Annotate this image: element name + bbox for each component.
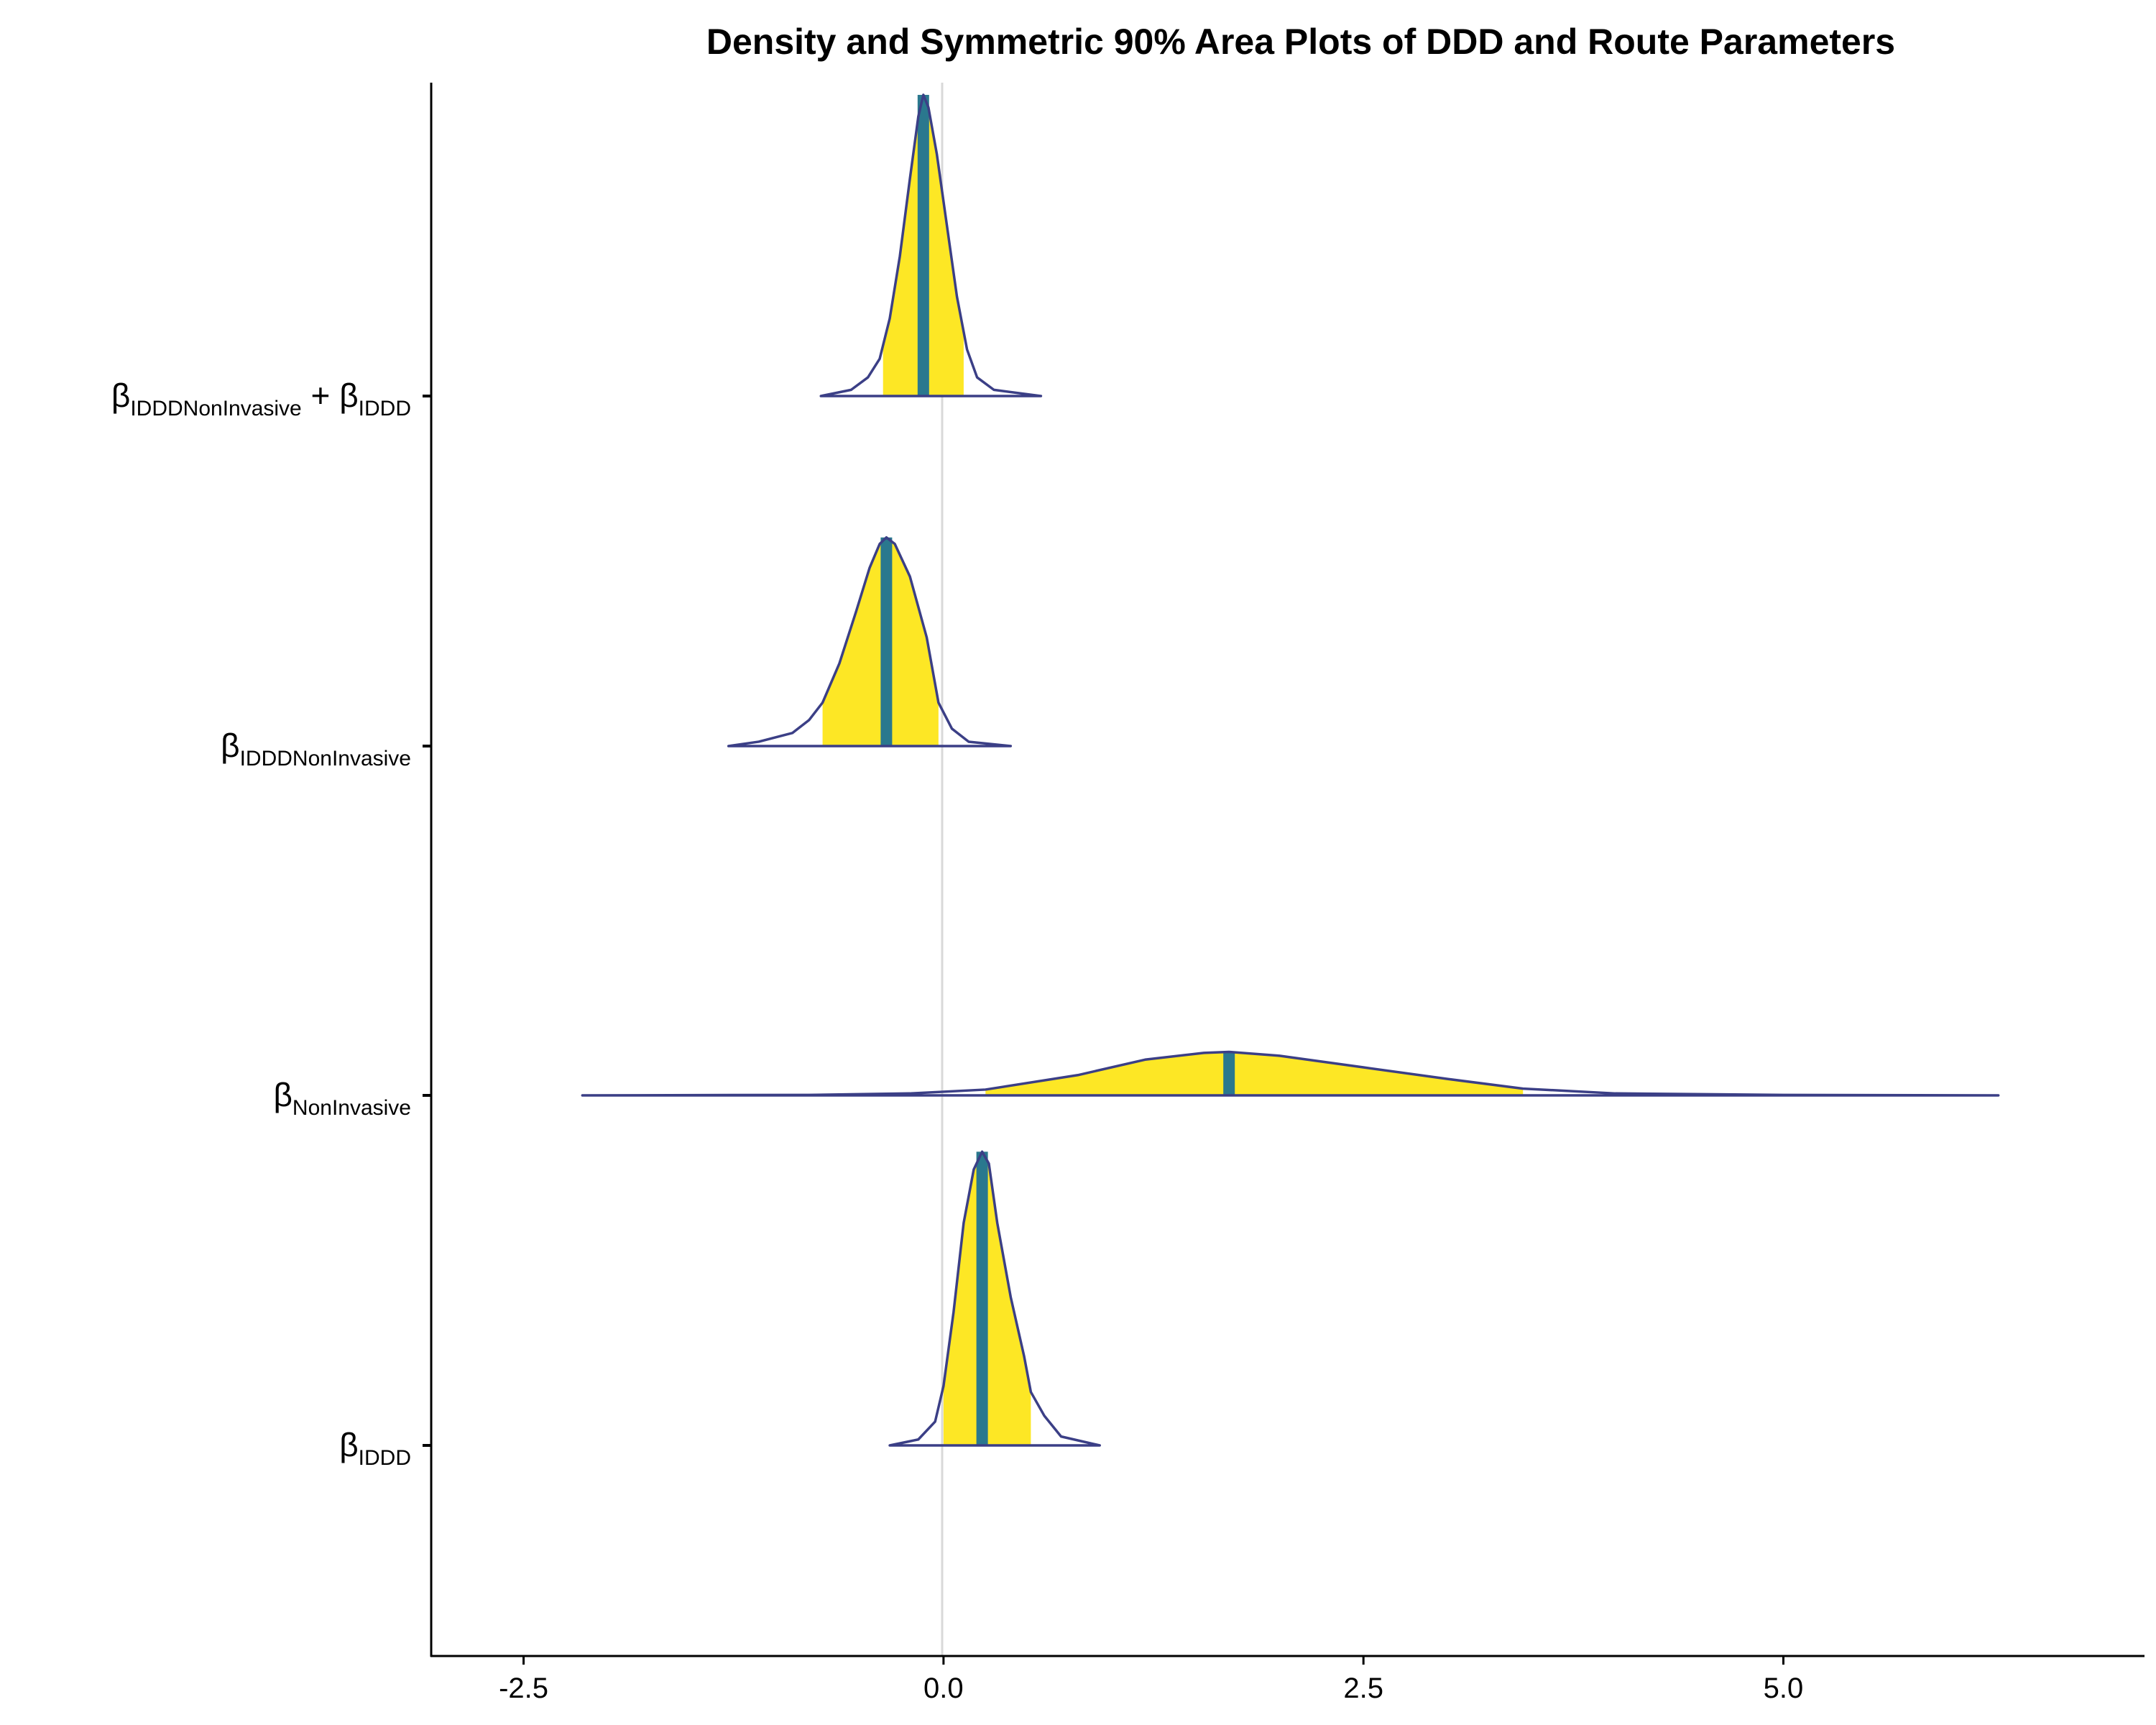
density-curve-iddd [888,1150,1101,1447]
interval-area-noninvasive [985,1052,1524,1095]
interval-area-idddnoninvasive [822,537,939,746]
density-curve-noninvasive [581,1050,2000,1097]
density-curve-sum [819,93,1043,397]
y-axis-ticks: βIDDDNonInvasive​ + βIDDD​ βIDDDNonInvasi… [111,377,431,1470]
density-curve-idddnoninvasive [727,535,1013,748]
x-tick-label: 5.0 [1764,1673,1804,1704]
x-tick-label: 2.5 [1343,1673,1383,1704]
density-idddnoninvasive [727,535,1013,748]
chart-title: Density and Symmetric 90% Area Plots of … [706,22,1895,62]
x-tick-label: -2.5 [499,1673,548,1704]
x-tick-label: 0.0 [923,1673,964,1704]
density-iddd [888,1150,1101,1447]
density-noninvasive [581,1050,2000,1097]
x-axis-ticks: -2.5 0.0 2.5 5.0 [499,1656,1803,1704]
y-label-noninvasive: βNonInvasive​ [273,1076,411,1120]
density-sum [819,93,1043,397]
y-label-idddnoninvasive: βIDDDNonInvasive​ [221,727,411,770]
density-group [581,93,2000,1447]
y-label-iddd: βIDDD​ [339,1426,411,1470]
y-label-sum: βIDDDNonInvasive​ + βIDDD​ [111,377,411,420]
